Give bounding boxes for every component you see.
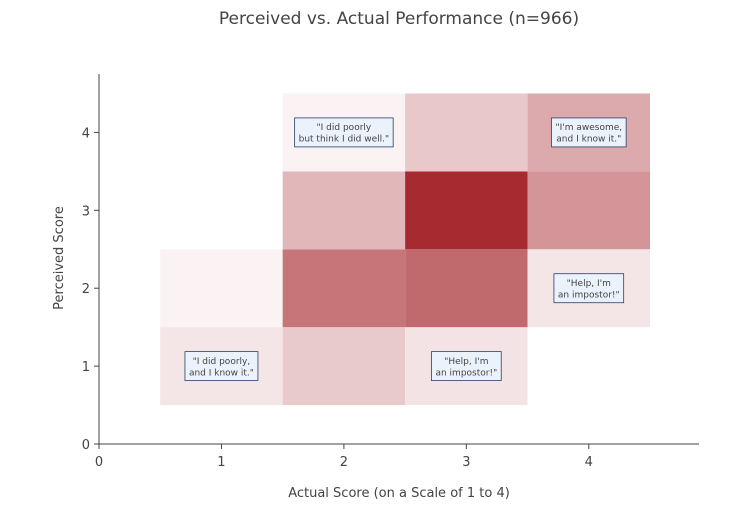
heatmap-cell [405,171,528,250]
y-tick-label: 0 [82,438,90,453]
annotation-box [551,117,627,148]
annotation-text: an impostor!" [435,368,497,378]
chart-title: Perceived vs. Actual Performance (n=966) [219,9,579,29]
annotation-text: an impostor!" [558,290,620,300]
x-tick-label: 1 [217,455,225,470]
y-axis-label: Perceived Score [52,206,67,310]
chart-axes: 0 1 2 3 4 0 1 2 3 4 [82,74,699,470]
x-tick-label: 4 [585,455,593,470]
heatmap-cell [160,93,283,172]
y-tick-label: 1 [82,360,90,375]
annotation-text: "I'm awesome, [555,123,622,133]
heatmap-cell [282,249,406,328]
annotation: "I did poorly,and I know it." [184,351,259,382]
annotation: "I did poorly but think I did well." [294,117,394,148]
heatmap-cells [160,93,651,406]
annotation-box [431,351,502,382]
annotation-text: and I know it." [189,368,254,378]
annotation: "I'm awesome, and I know it." [551,117,627,148]
annotation-box [184,351,259,382]
annotation: "Help, I'man impostor!" [431,351,502,382]
heatmap-cell [282,327,406,406]
annotation-box [553,273,625,304]
annotation-box [294,117,394,148]
annotation-text: "Help, I'm [444,357,488,367]
heatmap-cell [405,249,528,328]
x-tick-label: 0 [95,455,103,470]
heatmap-cell [282,171,406,250]
heatmap-cell [405,93,528,172]
x-axis-label: Actual Score (on a Scale of 1 to 4) [288,486,510,501]
heatmap-cell [160,171,283,250]
heatmap-cell [160,249,283,328]
x-tick-label: 2 [340,455,348,470]
heatmap-cell [527,327,651,406]
heatmap-annotations: "I did poorly,and I know it.""I did poor… [184,117,627,382]
annotation-text: and I know it." [556,135,621,145]
y-tick-label: 2 [82,282,90,297]
annotation-text: "I did poorly, [193,357,251,367]
annotation-text: "Help, I'm [567,279,611,289]
annotation-text: "I did poorly [317,123,372,133]
y-tick-label: 4 [82,126,90,141]
x-tick-label: 3 [462,455,470,470]
y-tick-label: 3 [82,204,90,219]
annotation: "Help, I'man impostor!" [553,273,625,304]
heatmap-cell [527,171,651,250]
annotation-text: but think I did well." [299,135,390,145]
